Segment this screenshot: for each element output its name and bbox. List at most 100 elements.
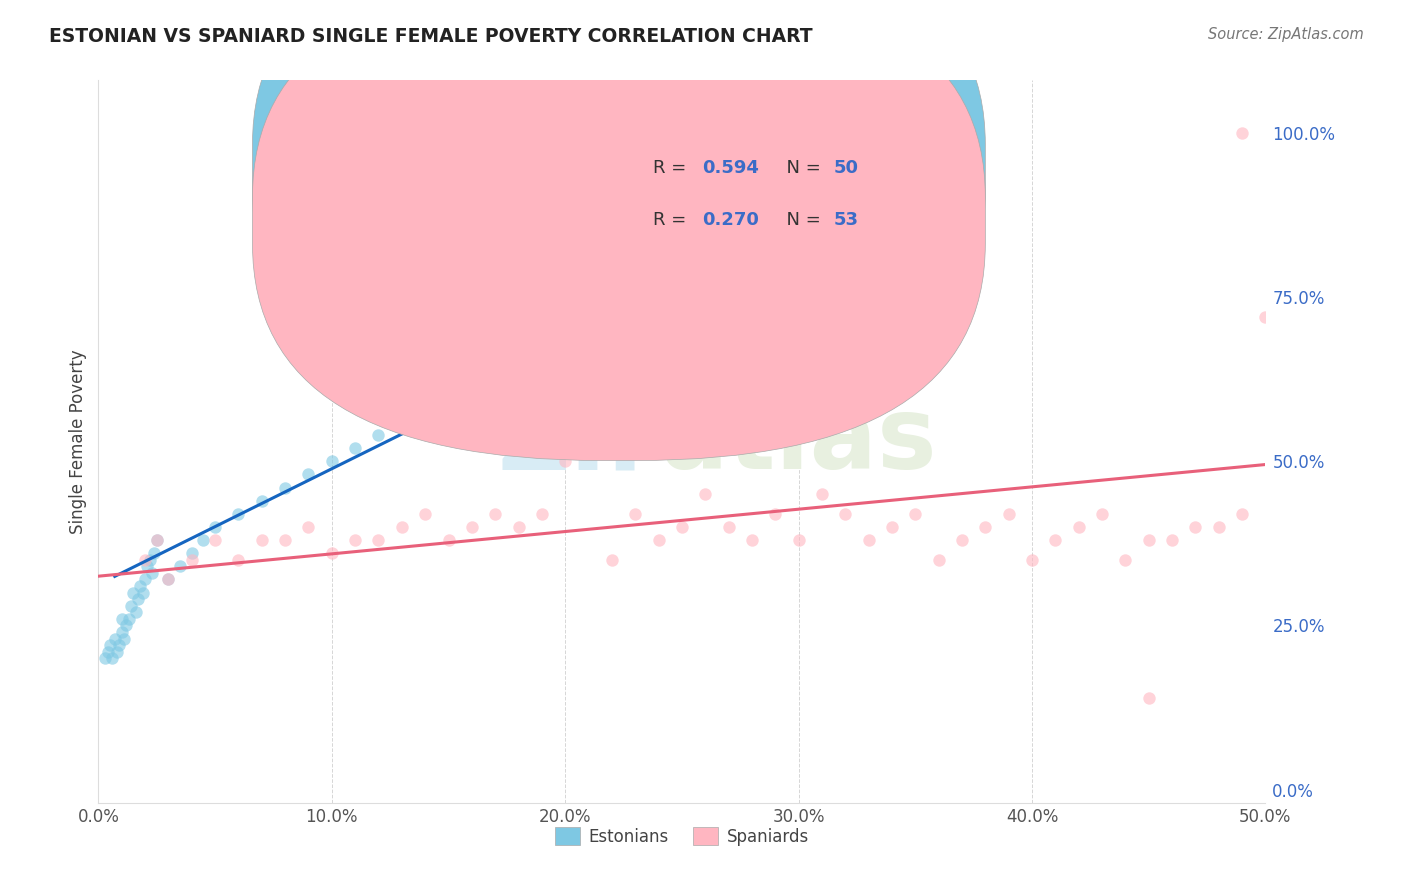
Point — [600, 310, 623, 324]
Point — [391, 415, 413, 429]
Point — [695, 487, 717, 501]
Point — [367, 428, 389, 442]
Text: 0.270: 0.270 — [702, 211, 759, 229]
Point — [98, 638, 121, 652]
Point — [554, 454, 576, 468]
Point — [139, 553, 162, 567]
Text: 50: 50 — [834, 159, 859, 177]
Text: atlas: atlas — [661, 393, 936, 490]
Point — [297, 467, 319, 482]
Point — [146, 533, 169, 547]
Point — [104, 632, 127, 646]
Point — [120, 599, 142, 613]
Point — [118, 612, 141, 626]
Point — [437, 533, 460, 547]
Point — [717, 520, 740, 534]
FancyBboxPatch shape — [253, 0, 986, 460]
Point — [624, 507, 647, 521]
Point — [671, 520, 693, 534]
Y-axis label: Single Female Poverty: Single Female Poverty — [69, 350, 87, 533]
Point — [437, 388, 460, 402]
Point — [974, 520, 997, 534]
Point — [127, 592, 149, 607]
Point — [530, 507, 553, 521]
Point — [741, 533, 763, 547]
Point — [143, 546, 166, 560]
Point — [530, 343, 553, 357]
Point — [1161, 533, 1184, 547]
Point — [578, 323, 600, 337]
Text: ESTONIAN VS SPANIARD SINGLE FEMALE POVERTY CORRELATION CHART: ESTONIAN VS SPANIARD SINGLE FEMALE POVER… — [49, 27, 813, 45]
Text: N =: N = — [775, 159, 827, 177]
Point — [880, 520, 903, 534]
Point — [671, 270, 693, 285]
Legend: Estonians, Spaniards: Estonians, Spaniards — [548, 821, 815, 852]
Point — [321, 356, 343, 370]
Text: 0.594: 0.594 — [702, 159, 759, 177]
Point — [391, 520, 413, 534]
Point — [1184, 520, 1206, 534]
Point — [122, 585, 145, 599]
Point — [1114, 553, 1136, 567]
Point — [413, 401, 436, 416]
Point — [647, 533, 669, 547]
Point — [484, 507, 506, 521]
FancyBboxPatch shape — [589, 135, 939, 253]
Point — [134, 553, 156, 567]
Point — [367, 533, 389, 547]
Point — [101, 651, 124, 665]
Text: 53: 53 — [834, 211, 859, 229]
Point — [108, 638, 131, 652]
Point — [1137, 533, 1160, 547]
Text: ZIP: ZIP — [498, 393, 681, 490]
Point — [115, 618, 138, 632]
Point — [136, 559, 159, 574]
Point — [344, 533, 367, 547]
Point — [600, 553, 623, 567]
Point — [484, 362, 506, 376]
Text: R =: R = — [652, 159, 692, 177]
Point — [413, 507, 436, 521]
Point — [146, 533, 169, 547]
Point — [1021, 553, 1043, 567]
Point — [461, 520, 484, 534]
Point — [344, 441, 367, 455]
Text: N =: N = — [775, 211, 827, 229]
Text: R =: R = — [652, 211, 692, 229]
Point — [763, 507, 786, 521]
Point — [129, 579, 152, 593]
Point — [321, 546, 343, 560]
Point — [228, 507, 250, 521]
Point — [274, 481, 297, 495]
Point — [169, 559, 191, 574]
Point — [193, 533, 215, 547]
Point — [1208, 520, 1230, 534]
Point — [180, 546, 202, 560]
Point — [132, 585, 155, 599]
Point — [1091, 507, 1114, 521]
Text: Source: ZipAtlas.com: Source: ZipAtlas.com — [1208, 27, 1364, 42]
Point — [647, 284, 669, 298]
Point — [105, 645, 128, 659]
Point — [250, 533, 273, 547]
Point — [904, 507, 927, 521]
Point — [1067, 520, 1090, 534]
Point — [997, 507, 1019, 521]
Point — [578, 441, 600, 455]
Point — [811, 487, 834, 501]
Point — [204, 533, 226, 547]
Point — [141, 566, 163, 580]
Point — [1254, 310, 1277, 324]
Point — [111, 625, 134, 640]
Point — [94, 651, 117, 665]
Point — [1230, 507, 1253, 521]
Point — [134, 573, 156, 587]
Point — [928, 553, 950, 567]
Point — [274, 533, 297, 547]
Point — [624, 296, 647, 310]
Point — [1230, 126, 1253, 140]
Point — [508, 520, 530, 534]
Point — [321, 454, 343, 468]
Point — [297, 520, 319, 534]
Point — [461, 376, 484, 390]
